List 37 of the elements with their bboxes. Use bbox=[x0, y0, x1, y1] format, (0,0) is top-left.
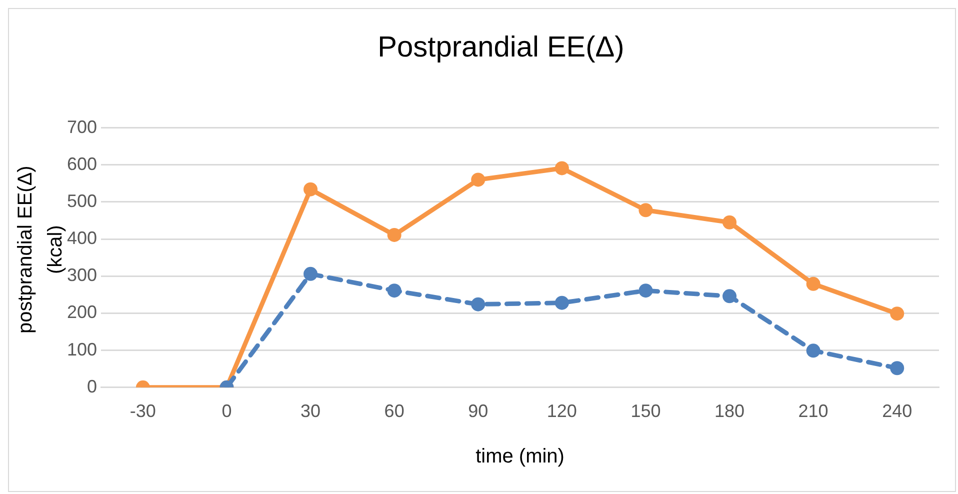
x-tick-label: 0 bbox=[222, 401, 232, 422]
point bbox=[554, 161, 569, 176]
point bbox=[554, 296, 569, 310]
y-tick-label: 500 bbox=[66, 190, 98, 211]
point bbox=[471, 172, 486, 187]
y-tick-label: 0 bbox=[87, 376, 98, 396]
point bbox=[387, 228, 402, 242]
y-tick-label: 400 bbox=[66, 228, 98, 248]
x-tick-label: 90 bbox=[468, 401, 488, 422]
chart-title: Postprandial EE(Δ) bbox=[378, 31, 624, 64]
x-tick-label: 240 bbox=[882, 401, 912, 422]
point bbox=[890, 361, 904, 376]
x-tick-label: 30 bbox=[300, 401, 321, 422]
point bbox=[471, 297, 486, 312]
x-tick-label: -30 bbox=[130, 401, 156, 422]
point bbox=[722, 215, 737, 230]
point bbox=[304, 266, 318, 281]
point bbox=[387, 284, 402, 298]
point bbox=[806, 344, 820, 358]
y-tick-label: 100 bbox=[66, 339, 98, 360]
y-tick-label: 600 bbox=[66, 154, 98, 174]
point bbox=[638, 203, 653, 218]
x-tick-label: 60 bbox=[384, 401, 404, 422]
point bbox=[890, 306, 904, 321]
x-tick-label: 120 bbox=[546, 401, 577, 422]
x-tick-label: 210 bbox=[798, 401, 828, 422]
point bbox=[638, 284, 653, 298]
point bbox=[722, 289, 737, 304]
x-tick-label: 180 bbox=[714, 401, 745, 422]
x-axis-title: time (min) bbox=[476, 446, 564, 468]
point bbox=[304, 182, 318, 196]
point bbox=[806, 276, 820, 291]
y-tick-label: 300 bbox=[66, 265, 98, 286]
y-tick-label: 700 bbox=[66, 116, 98, 137]
y-axis-title: postprandial EE(Δ) (kcal) bbox=[14, 166, 67, 334]
x-tick-label: 150 bbox=[630, 401, 661, 422]
y-tick-label: 200 bbox=[66, 302, 98, 322]
